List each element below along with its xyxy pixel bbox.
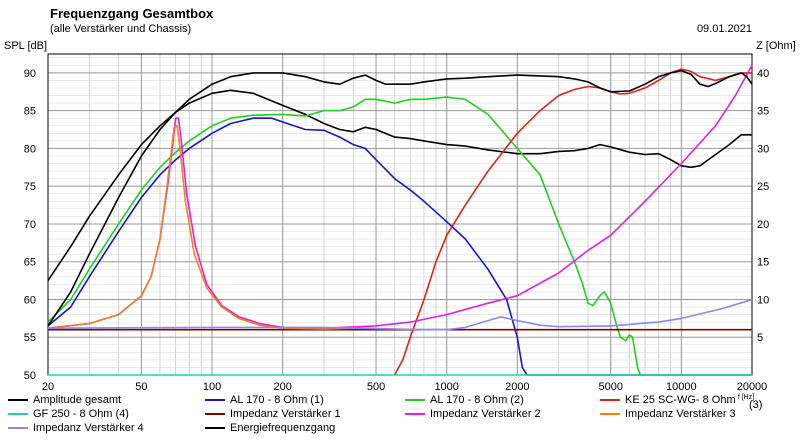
y-right-tick-label: 15 — [757, 257, 769, 269]
y-left-tick-label: 60 — [24, 294, 36, 306]
series-line-amplitude-gesamt — [47, 89, 752, 282]
legend-swatch — [205, 427, 225, 429]
legend-item: Impedanz Verstärker 2 — [405, 408, 541, 420]
legend-label: Impedanz Verstärker 3 — [625, 408, 736, 420]
legend-item: AL 170 - 8 Ohm (1) — [205, 394, 324, 406]
legend-swatch — [405, 413, 425, 415]
plot-area — [48, 54, 752, 375]
x-tick-label: 5000 — [598, 381, 622, 393]
y-left-tick-label: 80 — [24, 143, 36, 155]
x-tick-label: 20 — [42, 381, 54, 393]
legend-item: Energiefrequenzgang — [205, 422, 335, 434]
series-line-impedanz-verst-rker-3 — [47, 125, 354, 330]
legend-label: Energiefrequenzgang — [230, 422, 336, 434]
legend-extra-label: (3) — [749, 399, 763, 411]
legend-item: Impedanz Verstärker 4 — [8, 422, 144, 434]
legend-item: Impedanz Verstärker 3 — [600, 408, 736, 420]
chart-title: Frequenzgang Gesamtbox — [50, 6, 214, 21]
chart-subtitle: (alle Verstärker und Chassis) — [50, 23, 192, 35]
x-tick-label: 20000 — [737, 381, 768, 393]
y-left-tick-label: 85 — [24, 106, 36, 118]
y-right-tick-label: 10 — [757, 294, 769, 306]
legend-label: Impedanz Verstärker 4 — [33, 422, 144, 434]
series-line-impedanz-verst-rker-4 — [47, 298, 753, 331]
y-left-tick-label: 70 — [24, 219, 36, 231]
y-right-tick-label: 30 — [757, 143, 769, 155]
x-tick-label: 200 — [273, 381, 291, 393]
y-left-tick-label: 65 — [24, 257, 36, 269]
y-right-tick-label: 25 — [757, 181, 769, 193]
legend-label: AL 170 - 8 Ohm (1) — [230, 394, 324, 406]
series-line-al-170-8-ohm-1- — [47, 117, 752, 376]
legend-swatch — [8, 413, 28, 415]
x-axis-unit-mark: f [Hz] — [738, 394, 754, 401]
legend-label: KE 25 SC-WG- 8 Ohm — [625, 394, 736, 406]
legend-label: Amplitude gesamt — [33, 394, 122, 406]
chart-date: 09.01.2021 — [696, 23, 752, 35]
series-line-energiefrequenzgang — [47, 69, 753, 327]
legend-swatch — [8, 399, 28, 401]
y-left-tick-label: 55 — [24, 332, 36, 344]
legend-swatch — [205, 413, 225, 415]
legend-item: AL 170 - 8 Ohm (2) — [405, 394, 524, 406]
x-tick-label: 500 — [367, 381, 385, 393]
x-tick-label: 100 — [203, 381, 221, 393]
y-right-tick-label: 5 — [757, 332, 763, 344]
y-left-tick-label: 75 — [24, 181, 36, 193]
legend-swatch — [8, 427, 28, 429]
y-left-tick-label: 50 — [24, 370, 36, 382]
x-tick-label: 10000 — [666, 381, 697, 393]
x-tick-label: 2000 — [505, 381, 529, 393]
legend-label: AL 170 - 8 Ohm (2) — [430, 394, 524, 406]
y-right-tick-label: 35 — [757, 106, 769, 118]
legend-item: Amplitude gesamt — [8, 394, 121, 406]
legend-item: KE 25 SC-WG- 8 Ohm — [600, 394, 736, 406]
legend-swatch — [405, 399, 425, 401]
legend-swatch — [600, 399, 620, 401]
y-left-axis-title: SPL [dB] — [4, 40, 48, 52]
legend-swatch — [205, 399, 225, 401]
series-line-al-170-8-ohm-2- — [47, 96, 642, 376]
x-tick-label: 50 — [135, 381, 147, 393]
y-left-tick-label: 90 — [24, 68, 36, 80]
legend-item: GF 250 - 8 Ohm (4) — [8, 408, 129, 420]
legend-label: Impedanz Verstärker 2 — [430, 408, 541, 420]
x-tick-label: 1000 — [434, 381, 458, 393]
y-right-tick-label: 20 — [757, 219, 769, 231]
legend-label: GF 250 - 8 Ohm (4) — [33, 408, 129, 420]
legend-item: Impedanz Verstärker 1 — [205, 408, 341, 420]
legend-label: Impedanz Verstärker 1 — [230, 408, 341, 420]
y-right-axis-title: Z [Ohm] — [756, 40, 796, 52]
legend-swatch — [600, 413, 620, 415]
y-right-tick-label: 40 — [757, 68, 769, 80]
